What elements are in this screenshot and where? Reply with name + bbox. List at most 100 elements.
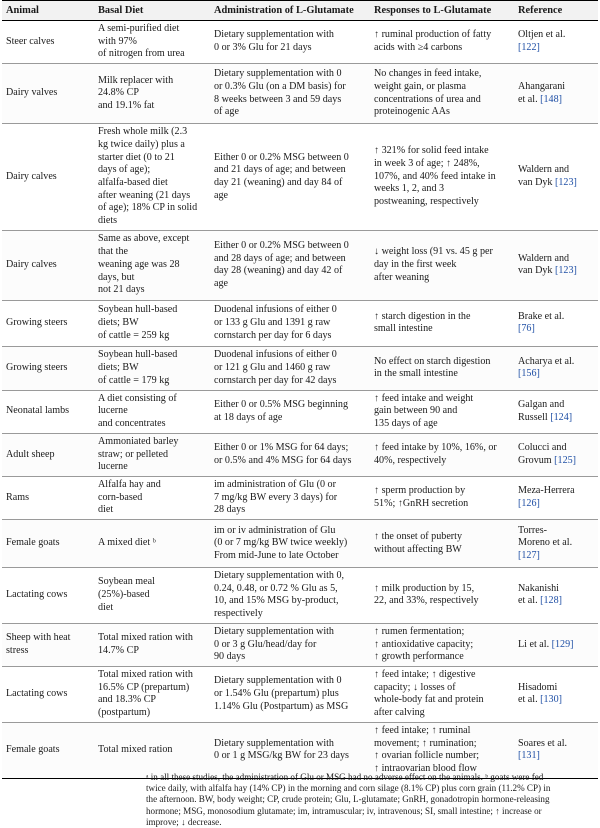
- table-row: Sheep with heat stress Total mixed ration…: [2, 623, 598, 667]
- cell-response: ↑ feed intake and weight gain between 90…: [370, 390, 514, 434]
- reference-text: Galgan and Russell: [518, 399, 565, 423]
- cell-administration: Duodenal infusions of either 0 or 121 g …: [210, 346, 370, 391]
- cell-response: No changes in feed intake, weight gain, …: [370, 63, 514, 125]
- cell-reference: Ahangarani et al. [148]: [514, 63, 598, 125]
- cell-response: ↑ rumen fermentation; ↑ antioxidative ca…: [370, 623, 514, 667]
- cell-animal: Lactating cows: [2, 666, 94, 723]
- cell-basal-diet: A mixed diet ᵇ: [94, 519, 210, 569]
- reference-link[interactable]: [122]: [518, 42, 540, 54]
- cell-administration: Either 0 or 0.2% MSG between 0 and 28 da…: [210, 230, 370, 301]
- cell-reference: Hisadomi et al. [130]: [514, 666, 598, 723]
- header-administration: Administration of L-Glutamate: [210, 0, 370, 21]
- table-row: Growing steers Soybean hull-based diets; …: [2, 346, 598, 391]
- cell-basal-diet: A diet consisting of lucerne and concent…: [94, 390, 210, 434]
- cell-reference: Oltjen et al. [122]: [514, 20, 598, 65]
- cell-response: ↑ the onset of puberty without affecting…: [370, 519, 514, 569]
- cell-administration: Either 0 or 1% MSG for 64 days; or 0.5% …: [210, 433, 370, 477]
- cell-response: ↑ feed intake; ↑ digestive capacity; ↓ l…: [370, 666, 514, 723]
- header-reference: Reference: [514, 0, 598, 21]
- reference-text: Brake et al.: [518, 310, 565, 322]
- table-row: Growing steers Soybean hull-based diets; …: [2, 300, 598, 347]
- table-row: Female goats Total mixed ration Dietary su…: [2, 722, 598, 779]
- cell-animal: Dairy calves: [2, 230, 94, 301]
- reference-link[interactable]: [129]: [551, 638, 574, 650]
- cell-administration: Dietary supplementation with 0 or 1 g MS…: [210, 722, 370, 779]
- cell-response: ↑ sperm production by 51%; ↑GnRH secreti…: [370, 476, 514, 521]
- cell-response: ↑ ruminal production of fatty acids with…: [370, 20, 514, 65]
- table-row: Female goats A mixed diet ᵇ im or iv admin…: [2, 519, 598, 569]
- reference-text: Waldern and van Dyk: [518, 252, 570, 277]
- table-row: Dairy calves Fresh whole milk (2.3 kg twi…: [2, 123, 598, 231]
- reference-link[interactable]: [125]: [554, 454, 577, 466]
- cell-basal-diet: Soybean hull-based diets; BW of cattle =…: [94, 300, 210, 347]
- reference-text: Li et al.: [518, 638, 552, 650]
- cell-basal-diet: Total mixed ration: [94, 722, 210, 779]
- cell-reference: Meza-Herrera [126]: [514, 476, 598, 521]
- cell-basal-diet: Total mixed ration with 14.7% CP: [94, 623, 210, 667]
- cell-basal-diet: A semi-purified diet with 97% of nitroge…: [94, 20, 210, 65]
- table-body: Steer calves A semi-purified diet with 97…: [2, 20, 598, 779]
- cell-administration: Duodenal infusions of either 0 or 133 g …: [210, 300, 370, 347]
- table-row: Steer calves A semi-purified diet with 97…: [2, 20, 598, 65]
- table-row: Neonatal lambs A diet consisting of lucer…: [2, 390, 598, 434]
- reference-link[interactable]: [76]: [518, 323, 535, 335]
- cell-administration: im administration of Glu (0 or 7 mg/kg B…: [210, 476, 370, 521]
- table-row: Dairy valves Milk replacer with 24.8% CP …: [2, 63, 598, 125]
- reference-text: Acharya et al.: [518, 355, 575, 367]
- cell-reference: Galgan and Russell [124]: [514, 390, 598, 434]
- reference-link[interactable]: [148]: [540, 93, 563, 105]
- table-row: Adult sheep Ammoniated barley straw; or p…: [2, 433, 598, 477]
- cell-reference: Nakanishi et al. [128]: [514, 567, 598, 624]
- reference-text: Hisadomi et al.: [518, 681, 558, 706]
- reference-link[interactable]: [127]: [518, 549, 540, 561]
- cell-response: ↓ weight loss (91 vs. 45 g per day in th…: [370, 230, 514, 301]
- reference-text: Ahangarani et al.: [518, 80, 566, 105]
- cell-animal: Rams: [2, 476, 94, 521]
- reference-text: Meza-Herrera: [518, 485, 575, 497]
- table-row: Lactating cows Soybean meal (25%)-based d…: [2, 567, 598, 624]
- reference-link[interactable]: [128]: [540, 595, 563, 607]
- reference-text: Nakanishi et al.: [518, 582, 559, 607]
- cell-animal: Neonatal lambs: [2, 390, 94, 434]
- glutamate-table: Animal Basal Diet Administration of L-Gl…: [2, 0, 598, 779]
- reference-link[interactable]: [130]: [540, 694, 563, 706]
- table-row: Lactating cows Total mixed ration with 16…: [2, 666, 598, 723]
- reference-text: Oltjen et al.: [518, 29, 566, 41]
- cell-basal-diet: Alfalfa hay and corn-based diet: [94, 476, 210, 521]
- cell-response: ↑ feed intake by 10%, 16%, or 40%, respe…: [370, 433, 514, 477]
- table-row: Dairy calves Same as above, except that t…: [2, 230, 598, 301]
- cell-administration: Either 0 or 0.5% MSG beginning at 18 day…: [210, 390, 370, 434]
- cell-animal: Dairy calves: [2, 123, 94, 231]
- cell-reference: Li et al. [129]: [514, 623, 598, 667]
- header-basal-diet: Basal Diet: [94, 0, 210, 21]
- cell-reference: Waldern and van Dyk [123]: [514, 123, 598, 231]
- cell-basal-diet: Fresh whole milk (2.3 kg twice daily) pl…: [94, 123, 210, 231]
- cell-response: ↑ feed intake; ↑ ruminal movement; ↑ rum…: [370, 722, 514, 779]
- cell-reference: Waldern and van Dyk [123]: [514, 230, 598, 301]
- cell-administration: im or iv administration of Glu (0 or 7 m…: [210, 519, 370, 569]
- cell-response: ↑ milk production by 15, 22, and 33%, re…: [370, 567, 514, 624]
- reference-link[interactable]: [131]: [518, 750, 540, 762]
- reference-link[interactable]: [156]: [518, 368, 540, 380]
- reference-link[interactable]: [126]: [518, 498, 540, 509]
- cell-reference: Torres- Moreno et al. [127]: [514, 519, 598, 569]
- header-animal: Animal: [2, 0, 94, 21]
- cell-basal-diet: Soybean hull-based diets; BW of cattle =…: [94, 346, 210, 391]
- cell-reference: Colucci and Grovum [125]: [514, 433, 598, 477]
- cell-animal: Steer calves: [2, 20, 94, 65]
- cell-animal: Dairy valves: [2, 63, 94, 125]
- reference-link[interactable]: [123]: [555, 176, 577, 188]
- cell-administration: Dietary supplementation with 0 or 3% Glu…: [210, 20, 370, 65]
- reference-link[interactable]: [123]: [555, 265, 577, 277]
- reference-text: Torres- Moreno et al.: [518, 524, 573, 549]
- cell-basal-diet: Same as above, except that the weaning a…: [94, 230, 210, 301]
- cell-animal: Growing steers: [2, 346, 94, 391]
- cell-animal: Sheep with heat stress: [2, 623, 94, 667]
- reference-text: Soares et al.: [518, 737, 568, 749]
- cell-basal-diet: Ammoniated barley straw; or pelleted luc…: [94, 433, 210, 477]
- cell-reference: Acharya et al. [156]: [514, 346, 598, 391]
- reference-link[interactable]: [124]: [550, 411, 573, 423]
- table-container: Animal Basal Diet Administration of L-Gl…: [2, 0, 598, 779]
- cell-animal: Growing steers: [2, 300, 94, 347]
- cell-animal: Lactating cows: [2, 567, 94, 624]
